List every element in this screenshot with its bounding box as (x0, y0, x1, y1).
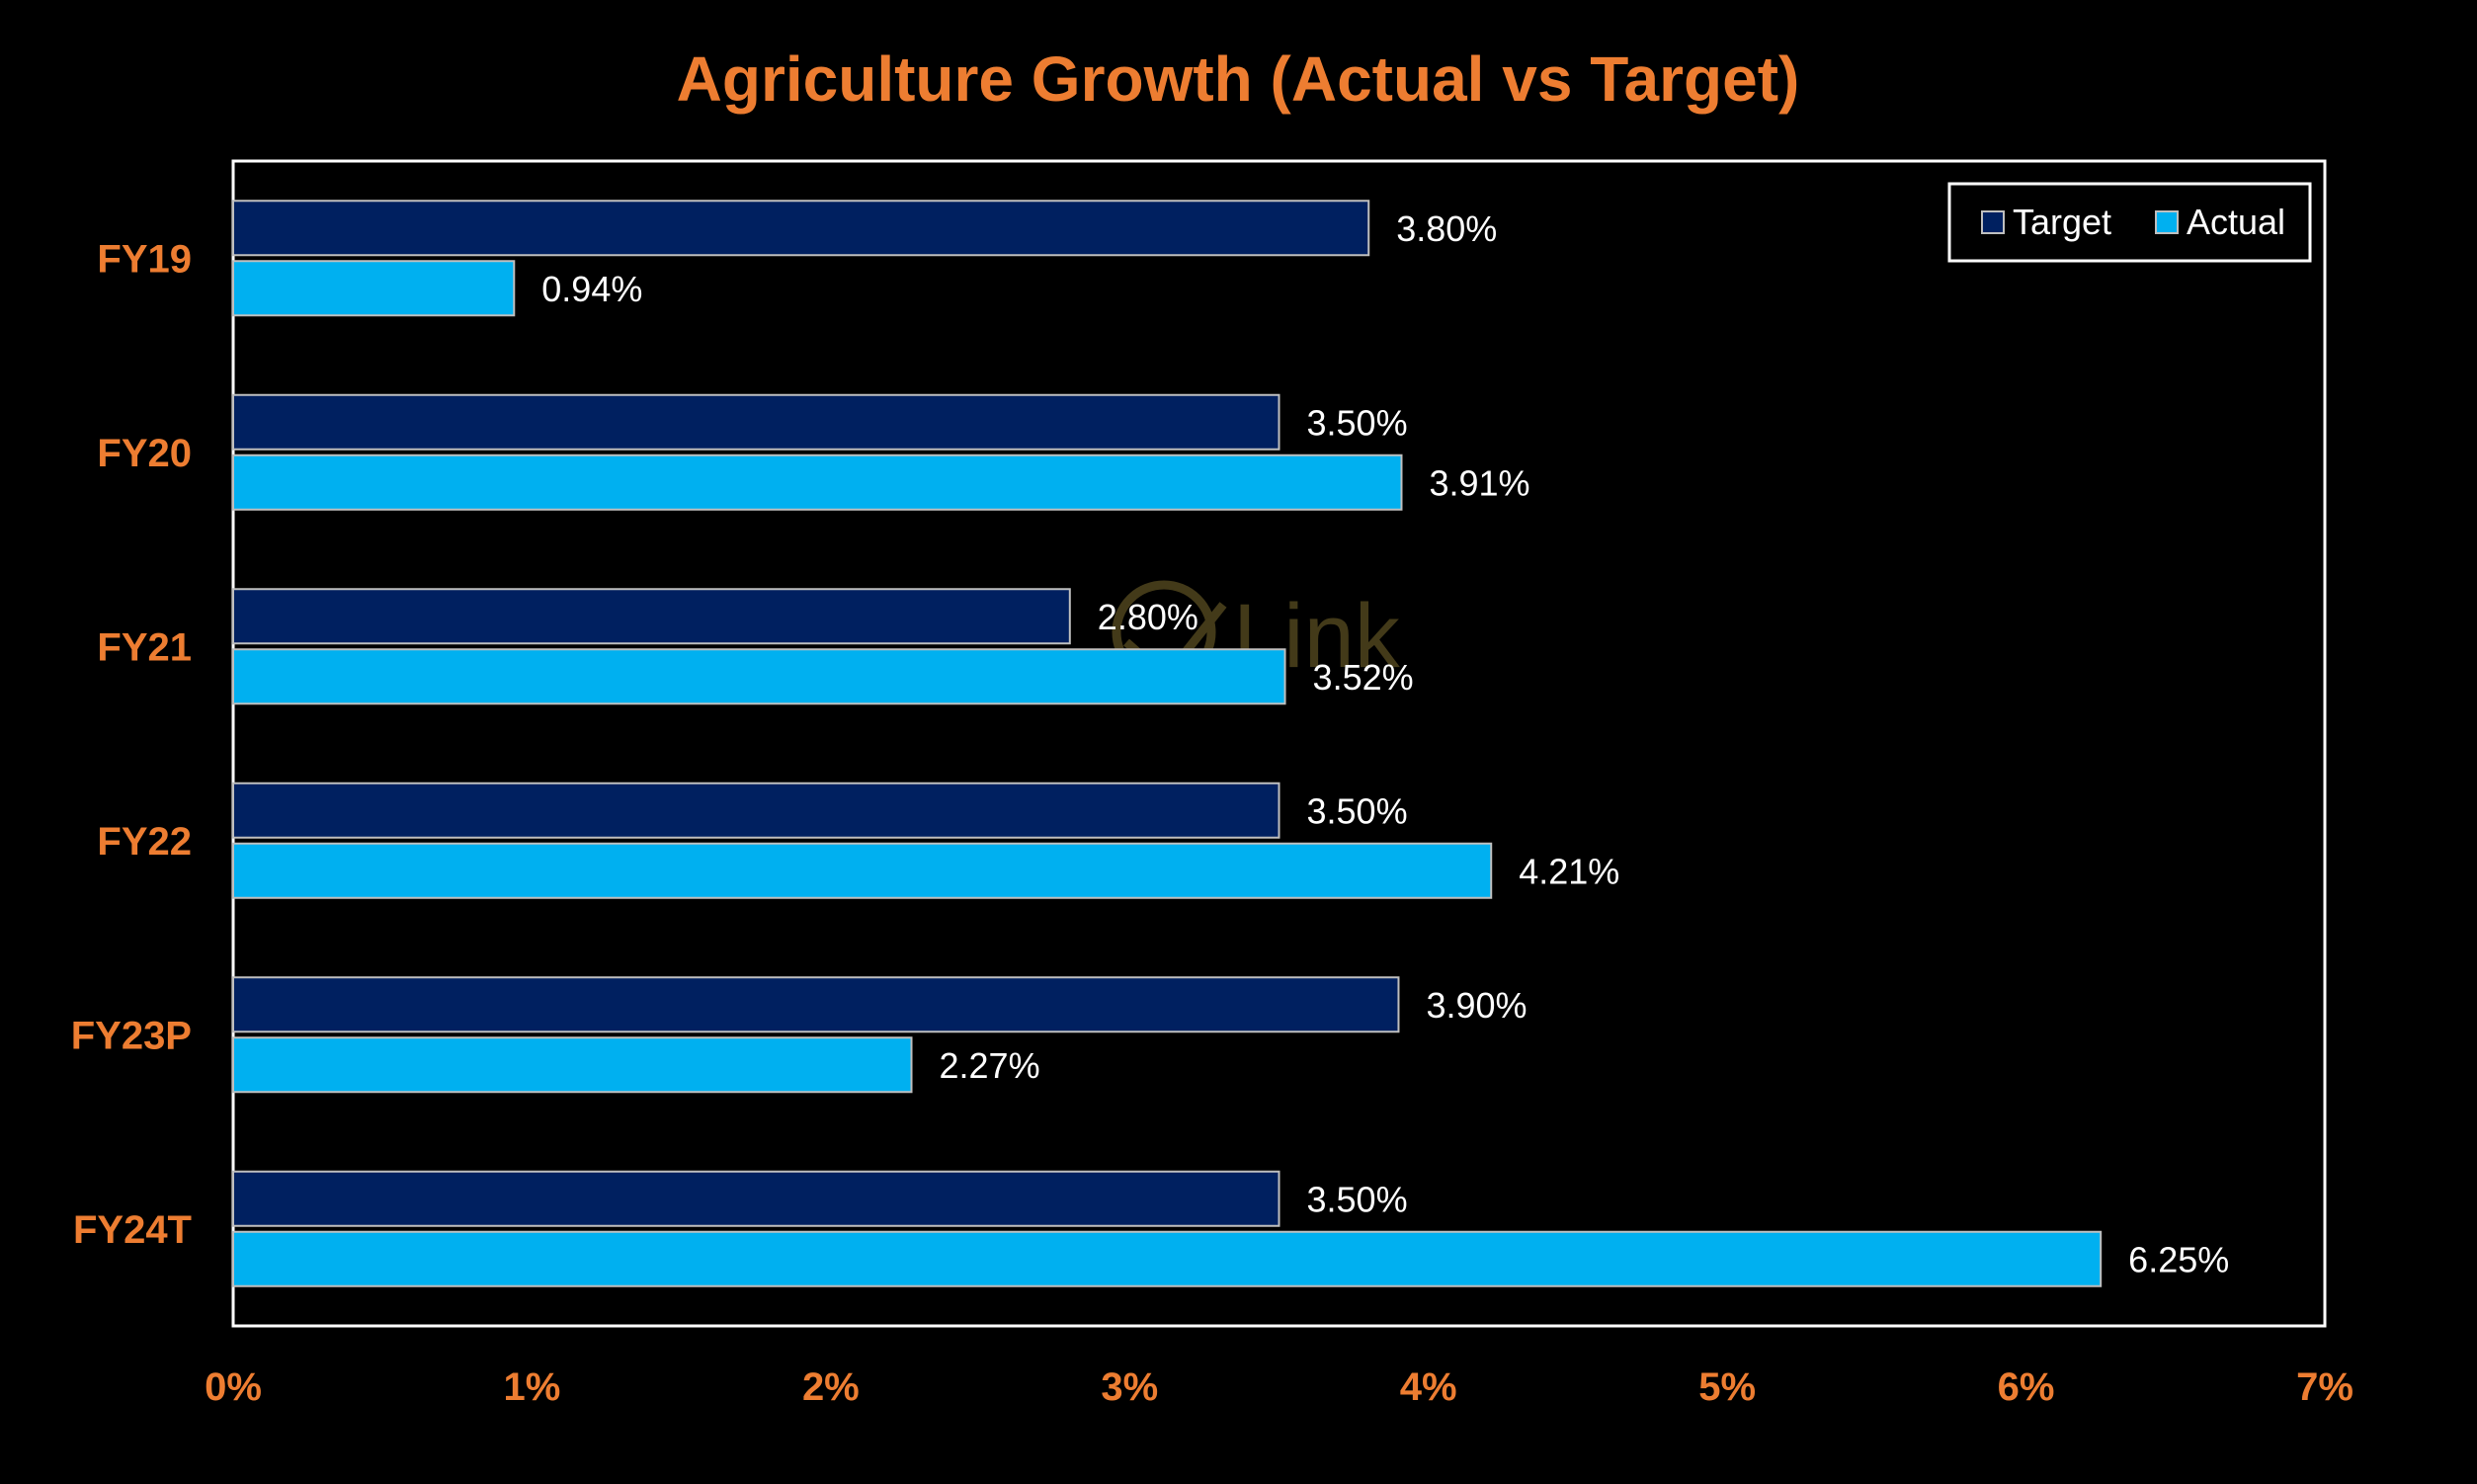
data-label-actual-fy21: 3.52% (1313, 657, 1414, 698)
data-label-actual-fy19: 0.94% (541, 269, 642, 309)
bar-target-fy22 (232, 782, 1280, 839)
legend: Target Actual (1947, 182, 2312, 263)
x-axis-tick-labels: 0% 1% 2% 3% 4% 5% 6% 7% (205, 1365, 2353, 1409)
x-tick-label-6: 6% (1998, 1365, 2055, 1409)
bar-actual-fy23p (232, 1036, 913, 1094)
category-labels-group: FY19 FY20 FY21 FY22 FY23P FY24T (71, 237, 192, 1252)
legend-label-actual: Actual (2187, 202, 2285, 242)
bar-target-fy19 (232, 200, 1370, 257)
bar-actual-fy20 (232, 453, 1403, 511)
legend-swatch-target (1981, 210, 2005, 234)
data-label-target-fy21: 2.80% (1098, 597, 1198, 637)
chart-title: Agriculture Growth (Actual vs Target) (677, 43, 1800, 115)
bar-actual-fy22 (232, 842, 1493, 899)
data-label-target-fy22: 3.50% (1307, 790, 1408, 831)
x-tick-label-0: 0% (205, 1365, 262, 1409)
bar-target-fy21 (232, 588, 1071, 645)
bar-target-fy23p (232, 976, 1400, 1033)
plot-frame (231, 159, 2327, 1328)
bar-target-fy24t (232, 1170, 1280, 1227)
category-label-fy20: FY20 (97, 432, 192, 475)
x-tick-label-7: 7% (2296, 1365, 2353, 1409)
data-label-actual-fy20: 3.91% (1429, 462, 1529, 503)
data-label-target-fy20: 3.50% (1307, 402, 1408, 443)
bar-actual-fy19 (232, 260, 516, 317)
legend-box (1947, 182, 2312, 263)
x-tick-label-5: 5% (1698, 1365, 1756, 1409)
bar-actual-fy24t (232, 1230, 2103, 1287)
legend-swatch-actual (2155, 210, 2179, 234)
category-label-fy22: FY22 (97, 820, 192, 864)
bar-actual-fy21 (232, 648, 1286, 705)
data-label-target-fy24t: 3.50% (1307, 1179, 1408, 1219)
bar-target-fy20 (232, 393, 1280, 451)
data-label-actual-fy22: 4.21% (1519, 851, 1619, 891)
category-label-fy19: FY19 (97, 237, 192, 281)
category-label-fy21: FY21 (97, 625, 192, 669)
data-labels-group: 3.80% 0.94% 3.50% 3.91% 2.80% 3.52% 3.50% 4.21%… (541, 208, 2229, 1280)
x-tick-label-3: 3% (1101, 1365, 1158, 1409)
data-label-target-fy23p: 3.90% (1426, 985, 1527, 1026)
x-tick-label-4: 4% (1400, 1365, 1457, 1409)
legend-label-target: Target (2013, 202, 2111, 242)
x-tick-label-1: 1% (504, 1365, 561, 1409)
x-tick-label-2: 2% (802, 1365, 860, 1409)
bars-group (232, 200, 2103, 1287)
data-label-actual-fy23p: 2.27% (940, 1045, 1040, 1086)
data-label-target-fy19: 3.80% (1396, 208, 1497, 249)
category-label-fy23p: FY23P (71, 1014, 192, 1057)
data-label-actual-fy24t: 6.25% (2128, 1239, 2229, 1279)
category-label-fy24t: FY24T (73, 1208, 192, 1252)
